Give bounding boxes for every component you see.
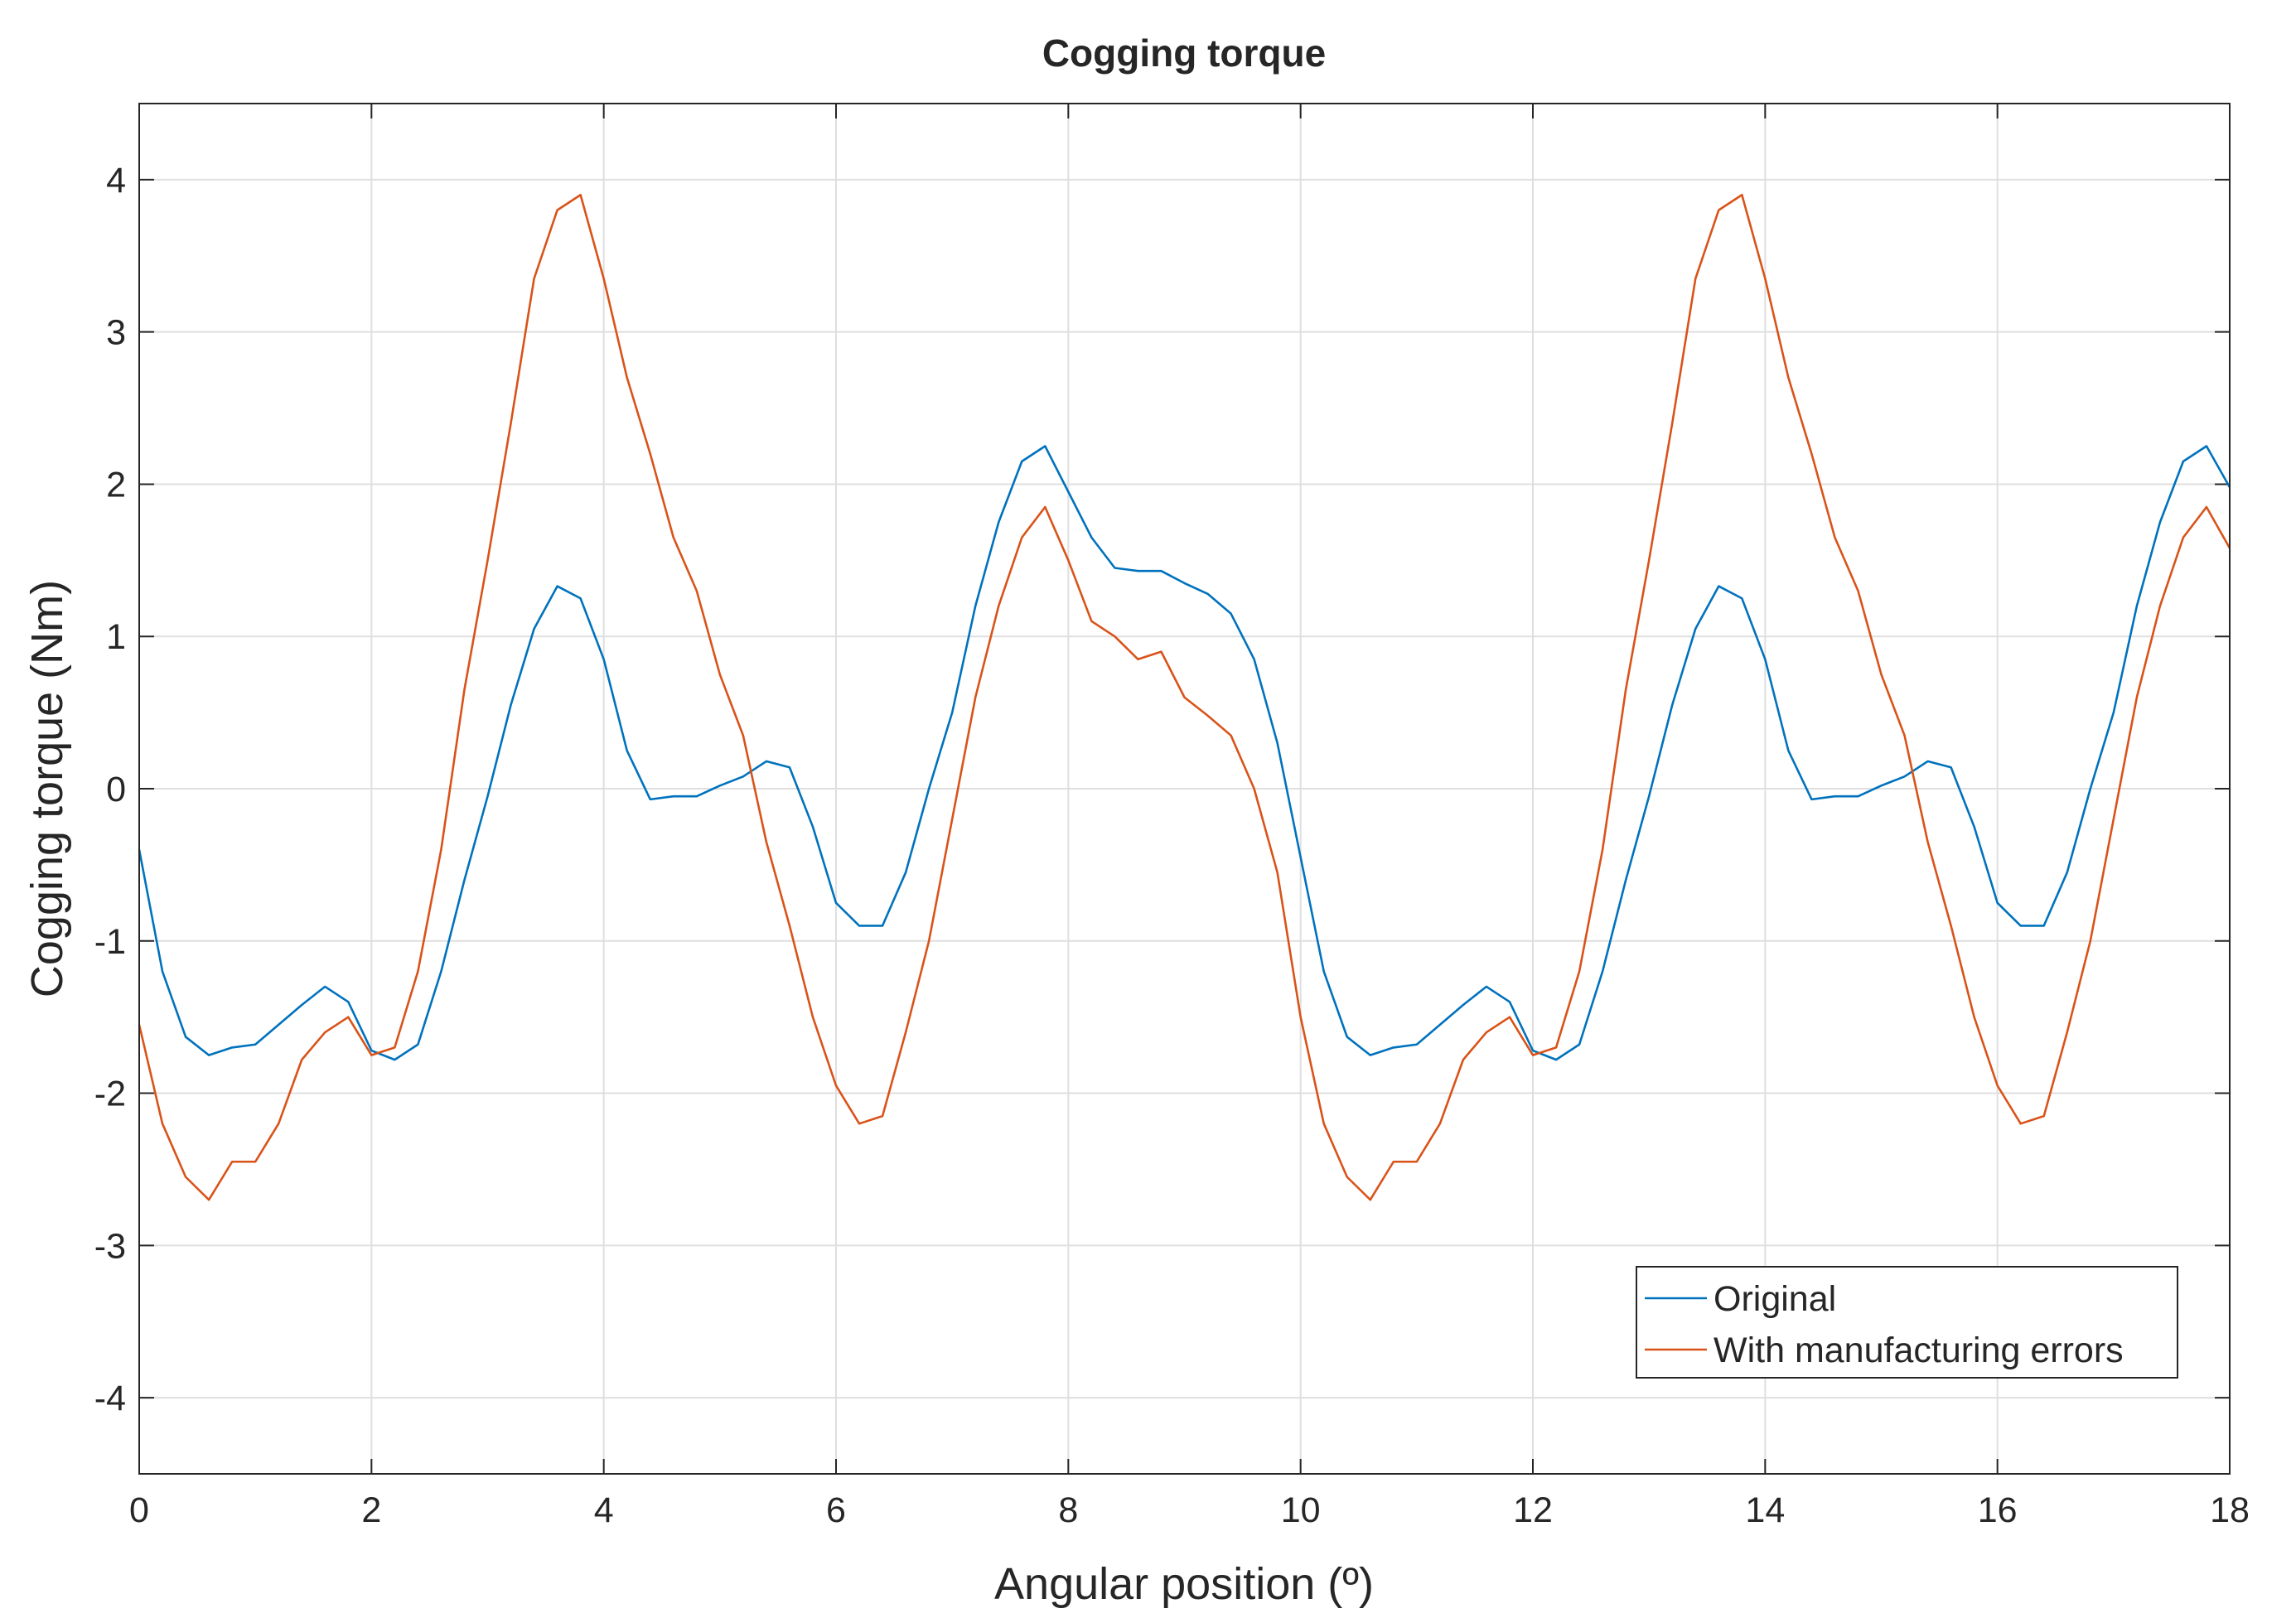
x-axis-label: Angular position (º) [994,1559,1374,1609]
x-tick-label: 4 [594,1490,614,1530]
legend-label: With manufacturing errors [1714,1331,2124,1370]
y-tick-label: -1 [94,922,126,962]
y-tick-label: 2 [106,465,126,505]
legend-box [1636,1266,2178,1379]
legend-label: Original [1714,1279,1836,1319]
y-tick-label: 4 [106,161,126,200]
x-tick-label: 12 [1513,1490,1553,1530]
plot-frame [138,103,2231,1475]
y-tick-label: -3 [94,1226,126,1266]
x-tick-label: 14 [1745,1490,1785,1530]
chart-title: Cogging torque [1042,31,1326,75]
x-tick-label: 6 [826,1490,846,1530]
x-tick-label: 0 [129,1490,149,1530]
y-tick-label: 0 [106,770,126,809]
x-tick-label: 16 [1978,1490,2018,1530]
y-tick-label: -2 [94,1075,126,1114]
y-tick-label: 1 [106,617,126,657]
y-tick-label: -4 [94,1379,126,1418]
x-tick-label: 2 [361,1490,381,1530]
y-axis-label: Cogging torque (Nm) [22,580,72,997]
data-line [138,193,2231,1201]
x-tick-label: 18 [2210,1490,2250,1530]
data-line [138,445,2231,1061]
x-tick-label: 10 [1281,1490,1321,1530]
x-tick-label: 8 [1058,1490,1078,1530]
y-tick-label: 3 [106,313,126,353]
